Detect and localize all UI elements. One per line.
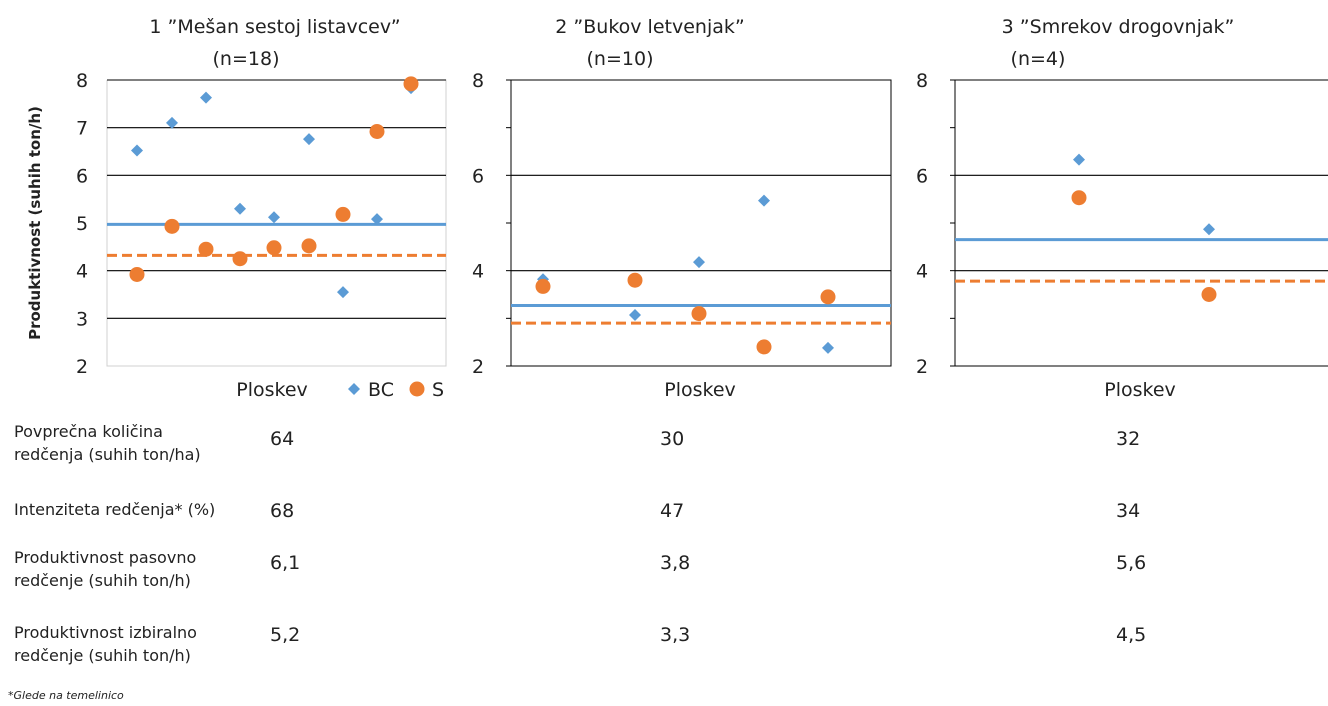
data-point-s [1201,287,1217,302]
charts-area: 1 ”Mešan sestoj listavcev” (n=18) 2 3 4 5 6 7 8 P… [26,16,1328,401]
data-point-bc [200,91,212,104]
table-value: 34 [1116,500,1141,522]
chart-title: 2 ”Bukov letvenjak” [555,16,744,38]
data-point-s [1071,190,1087,206]
x-axis-label: Ploskev [236,379,308,401]
y-tick-label: 7 [76,118,88,140]
y-tick-label: 4 [472,261,484,283]
data-point-bc [303,133,315,146]
data-point-s [198,241,214,257]
data-point-bc [1073,153,1085,166]
chart-subtitle: (n=18) [213,48,280,70]
data-point-bc [337,286,349,299]
row-label-strip-thinning: Produktivnost pasovno redčenje (suhih to… [14,548,197,590]
plot-frame [954,79,1328,367]
data-point-bc [268,211,280,224]
data-point-s [820,289,836,305]
y-tick-label: 4 [76,261,88,283]
data-point-s [403,76,419,92]
legend-label-bc: BC [368,379,394,401]
y-tick-label: 6 [76,165,88,187]
table-value: 30 [660,428,685,450]
x-axis-label: Ploskev [664,379,736,401]
table-value: 47 [660,500,685,522]
y-axis-label: Produktivnost (suhih ton/h) [26,106,44,340]
y-tick-label: 2 [916,356,928,378]
y-tick-label: 5 [76,213,88,235]
data-point-s [535,278,551,294]
data-point-s [756,339,772,355]
data-point-s [369,123,385,139]
table-value: 5,2 [270,624,301,646]
y-tick-label: 4 [916,261,928,283]
chart-subtitle: (n=4) [1011,48,1066,70]
row-label-selective-thinning: Produktivnost izbiralno redčenje (suhih … [14,623,197,665]
legend-label-s: S [432,379,444,401]
data-point-s [164,218,180,234]
x-axis-label: Ploskev [1104,379,1176,401]
y-tick-label: 8 [916,70,928,92]
table-value: 3,3 [660,624,691,646]
y-tick-label: 2 [472,356,484,378]
chart-subtitle: (n=10) [587,48,654,70]
data-point-bc [234,202,246,215]
data-point-s [129,266,145,282]
table-value: 68 [270,500,295,522]
data-point-s [691,306,707,322]
y-tick-label: 3 [76,308,88,330]
chart-title: 1 ”Mešan sestoj listavcev” [149,16,400,38]
chart-title: 3 ”Smrekov drogovnjak” [1002,16,1235,38]
data-point-bc [758,194,770,207]
data-point-bc [629,308,641,321]
legend-marker-s [409,381,425,397]
data-point-bc [371,213,383,226]
y-tick-label: 6 [916,165,928,187]
data-point-s [335,206,351,222]
legend-marker-bc [348,383,360,395]
row-label-avg-amount: Povprečna količina redčenja (suhih ton/h… [14,422,201,464]
y-tick-label: 8 [472,70,484,92]
footnote: *Glede na temelinico [8,689,124,702]
data-point-bc [1203,223,1215,236]
data-point-bc [822,341,834,354]
table-value: 4,5 [1116,624,1147,646]
row-label-intensity: Intenziteta redčenja* (%) [14,500,216,519]
y-tick-label: 8 [76,70,88,92]
table-value: 32 [1116,428,1141,450]
table-value: 3,8 [660,552,691,574]
y-tick-label: 2 [76,356,88,378]
data-point-s [627,272,643,288]
data-point-bc [693,256,705,269]
data-point-bc [131,144,143,157]
data-point-s [266,240,282,256]
data-point-s [232,251,248,267]
table-value: 6,1 [270,552,301,574]
table-value: 5,6 [1116,552,1147,574]
data-point-s [301,238,317,254]
data-point-bc [166,116,178,129]
table-value: 64 [270,428,295,450]
y-tick-label: 6 [472,165,484,187]
